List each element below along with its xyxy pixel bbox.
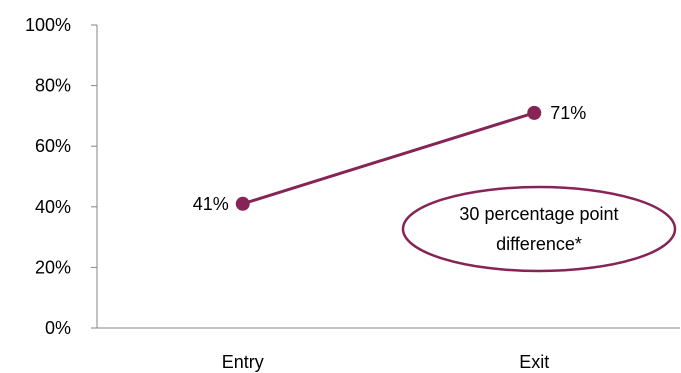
y-axis: 0% 20% 40% 60% 80% 100% [25,15,98,338]
y-tick-label: 80% [35,76,71,96]
series-line [242,111,535,206]
y-tick-label: 0% [45,318,71,338]
y-tick-label: 20% [35,257,71,277]
annotation-ellipse [401,185,677,273]
x-tick-label: Entry [222,352,264,372]
data-point [527,105,542,120]
series-entry-exit: 41% 71% [193,103,587,214]
annotation: 30 percentage point difference* [401,185,677,273]
x-ticks: Entry Exit [222,352,550,372]
y-tick-label: 60% [35,136,71,156]
annotation-text-line-1: 30 percentage point [459,204,618,224]
data-label: 41% [193,194,229,214]
y-tick-label: 100% [25,15,71,35]
data-label: 71% [550,103,586,123]
y-ticks: 0% 20% 40% 60% 80% 100% [25,15,97,338]
data-point [235,196,250,211]
annotation-text-line-2: difference* [496,234,582,254]
y-tick-label: 40% [35,197,71,217]
x-axis: Entry Exit [97,327,680,372]
x-tick-label: Exit [519,352,549,372]
